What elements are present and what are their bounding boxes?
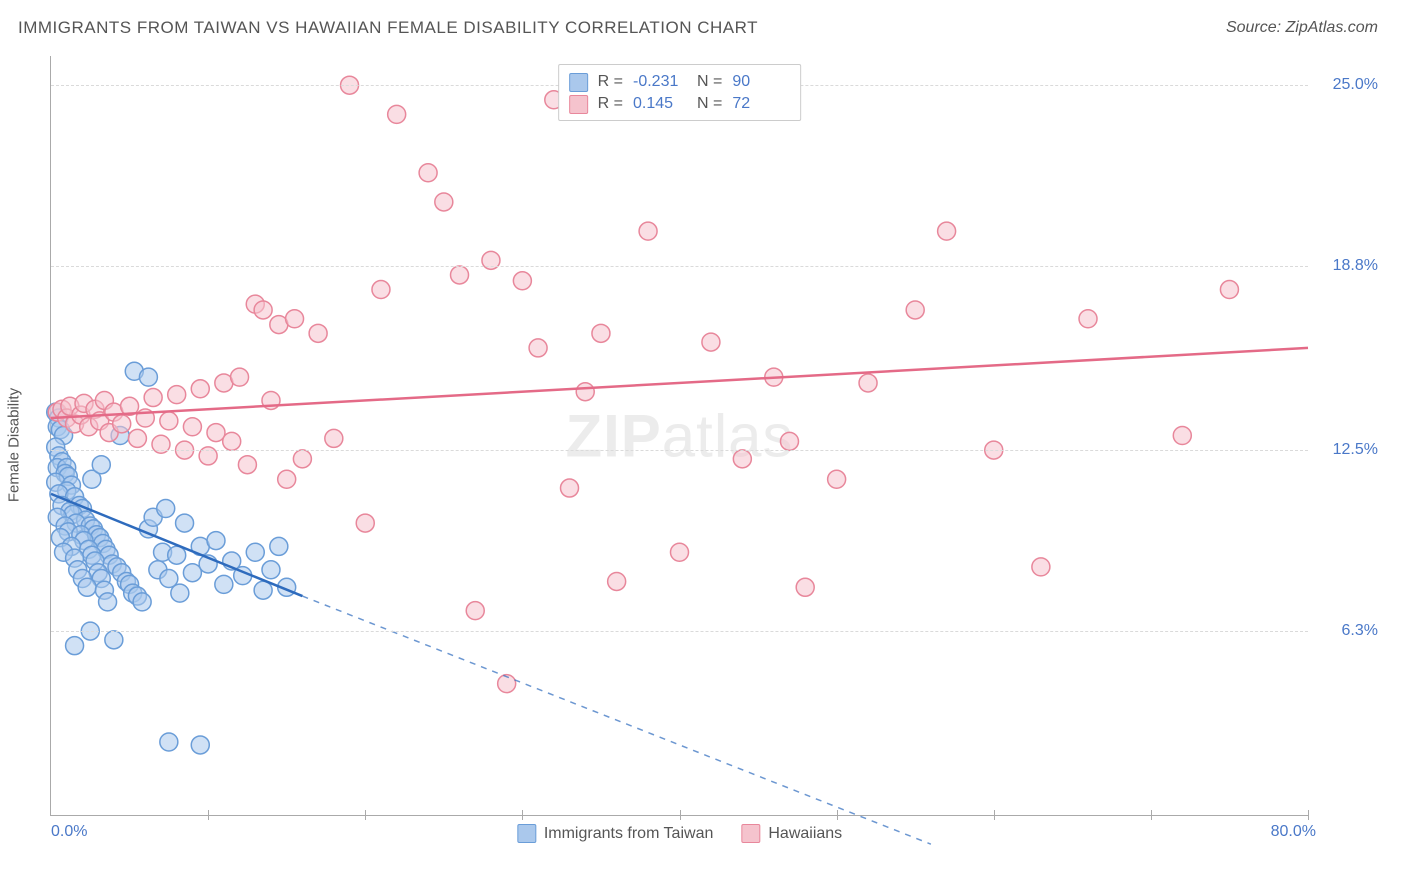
r-value: -0.231 — [633, 71, 687, 93]
correlation-legend: R = -0.231 N = 90 R = 0.145 N = 72 — [558, 64, 802, 121]
scatter-svg — [51, 56, 1308, 815]
y-tick-label: 25.0% — [1316, 76, 1378, 94]
r-value: 0.145 — [633, 93, 687, 115]
legend-row-series-1: R = -0.231 N = 90 — [569, 71, 787, 93]
watermark: ZIPatlas — [565, 401, 793, 470]
x-max-label: 80.0% — [1271, 823, 1316, 841]
legend-label: Hawaiians — [768, 825, 842, 843]
swatch-icon — [517, 824, 536, 843]
chart-title: IMMIGRANTS FROM TAIWAN VS HAWAIIAN FEMAL… — [18, 18, 758, 38]
series-legend: Immigrants from Taiwan Hawaiians — [517, 824, 842, 843]
x-min-label: 0.0% — [51, 823, 87, 841]
n-label: N = — [697, 93, 722, 115]
n-value: 72 — [732, 93, 786, 115]
n-value: 90 — [732, 71, 786, 93]
y-tick-label: 12.5% — [1316, 441, 1378, 459]
chart-container: Female Disability ZIPatlas R = -0.231 N … — [18, 48, 1378, 842]
legend-row-series-2: R = 0.145 N = 72 — [569, 93, 787, 115]
y-tick-label: 6.3% — [1316, 622, 1378, 640]
swatch-icon — [741, 824, 760, 843]
r-label: R = — [598, 71, 623, 93]
swatch-series-1 — [569, 73, 588, 92]
legend-label: Immigrants from Taiwan — [544, 825, 714, 843]
n-label: N = — [697, 71, 722, 93]
y-tick-label: 18.8% — [1316, 257, 1378, 275]
r-label: R = — [598, 93, 623, 115]
swatch-series-2 — [569, 95, 588, 114]
legend-item: Immigrants from Taiwan — [517, 824, 714, 843]
plot-area: ZIPatlas R = -0.231 N = 90 R = 0.145 N =… — [50, 56, 1308, 816]
source-label: Source: ZipAtlas.com — [1226, 19, 1378, 37]
legend-item: Hawaiians — [741, 824, 842, 843]
y-axis-label: Female Disability — [6, 388, 23, 502]
